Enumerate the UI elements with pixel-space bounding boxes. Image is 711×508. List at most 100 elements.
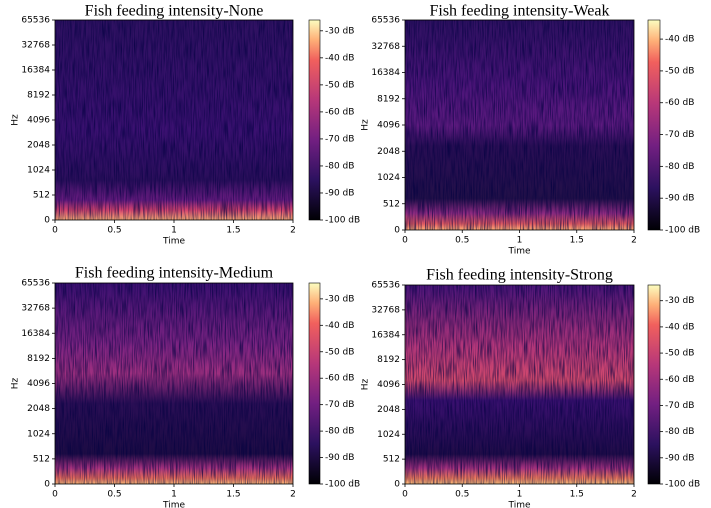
colorbar-tick-label: -90 dB: [665, 194, 694, 204]
y-tick-label: 512: [383, 199, 400, 209]
colorbar-tick-label: -100 dB: [665, 480, 700, 490]
colorbar-tick-label: -100 dB: [665, 226, 700, 236]
colorbar-tick-label: -70 dB: [665, 130, 694, 140]
colorbar-tick-label: -60 dB: [665, 98, 694, 108]
x-tick-label: 2: [631, 490, 637, 500]
x-tick-label: 1.5: [226, 226, 240, 236]
y-tick-label: 2048: [27, 404, 50, 414]
spectrogram-texture: [55, 20, 293, 220]
colorbar-tick-label: -50 dB: [325, 80, 354, 90]
colorbar-tick-label: -60 dB: [665, 375, 694, 385]
colorbar-tick-label: -80 dB: [665, 162, 694, 172]
x-tick-label: 2: [290, 226, 296, 236]
x-tick-label: 1: [517, 236, 523, 246]
y-tick-label: 32768: [21, 41, 50, 51]
x-tick-label: 0.5: [107, 490, 121, 500]
spectrogram-texture: [55, 283, 293, 484]
colorbar: [647, 284, 661, 485]
y-tick-label: 16384: [21, 66, 50, 76]
colorbar-tick-label: -30 dB: [325, 294, 354, 304]
x-tick-label: 0.5: [107, 226, 121, 236]
x-tick-label: 1.5: [226, 490, 240, 500]
colorbar-tick-label: -70 dB: [325, 400, 354, 410]
x-tick-label: 0: [402, 490, 408, 500]
y-tick-label: 65536: [21, 16, 50, 26]
colorbar-tick-label: -70 dB: [665, 401, 694, 411]
y-tick-label: 65536: [371, 281, 400, 291]
colorbar-tick-label: -40 dB: [325, 321, 354, 331]
y-tick-label: 0: [394, 480, 400, 490]
y-tick-label: 8192: [377, 94, 400, 104]
y-tick-label: 65536: [371, 16, 400, 26]
y-tick-label: 2048: [27, 141, 50, 151]
y-tick-label: 512: [33, 191, 50, 201]
x-tick-label: 1: [171, 226, 177, 236]
y-tick-label: 8192: [27, 354, 50, 364]
colorbar-tick-label: -60 dB: [325, 107, 354, 117]
colorbar-tick-label: -80 dB: [325, 161, 354, 171]
y-tick-label: 512: [33, 454, 50, 464]
colorbar-tick-label: -80 dB: [325, 427, 354, 437]
x-tick-label: 0: [52, 490, 58, 500]
y-tick-label: 32768: [371, 42, 400, 52]
y-tick-label: 4096: [27, 116, 50, 126]
y-tick-label: 4096: [27, 379, 50, 389]
colorbar-tick-label: -100 dB: [325, 480, 360, 490]
colorbar-tick-label: -30 dB: [325, 26, 354, 36]
y-tick-label: 1024: [377, 430, 400, 440]
colorbar: [308, 19, 321, 221]
colorbar-tick-label: -60 dB: [325, 374, 354, 384]
y-tick-label: 0: [44, 216, 50, 226]
spectrogram-texture: [405, 285, 634, 484]
y-axis-label: Hz: [361, 119, 371, 131]
colorbar-tick-label: -50 dB: [665, 349, 694, 359]
x-axis-label: Time: [507, 501, 530, 508]
colorbar-tick-label: -50 dB: [665, 66, 694, 76]
y-tick-label: 16384: [371, 68, 400, 78]
x-axis-label: Time: [507, 247, 530, 257]
colorbar-tick-label: -80 dB: [665, 427, 694, 437]
colorbar-tick-label: -70 dB: [325, 134, 354, 144]
y-tick-label: 32768: [371, 305, 400, 315]
y-tick-label: 65536: [21, 279, 50, 289]
x-tick-label: 1: [517, 490, 523, 500]
colorbar-tick-label: -90 dB: [325, 453, 354, 463]
y-axis-label: Hz: [11, 114, 21, 126]
y-tick-label: 32768: [21, 304, 50, 314]
colorbar: [308, 282, 321, 485]
colorbar-tick-label: -40 dB: [665, 322, 694, 332]
x-axis-label: Time: [162, 237, 185, 247]
panel-title: Fish feeding intensity-None: [85, 3, 264, 20]
colorbar-tick-label: -90 dB: [665, 453, 694, 463]
y-tick-label: 1024: [377, 173, 400, 183]
y-axis-label: Hz: [11, 377, 21, 389]
x-axis-label: Time: [162, 501, 185, 508]
spectrogram-texture: [405, 20, 634, 230]
y-tick-label: 512: [383, 455, 400, 465]
panel-title: Fish feeding intensity-Weak: [429, 3, 609, 20]
colorbar-tick-label: -90 dB: [325, 188, 354, 198]
y-tick-label: 8192: [377, 355, 400, 365]
colorbar-tick-label: -40 dB: [325, 53, 354, 63]
y-tick-label: 0: [44, 480, 50, 490]
x-tick-label: 2: [290, 490, 296, 500]
colorbar: [647, 19, 661, 231]
x-tick-label: 0: [52, 226, 58, 236]
y-tick-label: 0: [394, 226, 400, 236]
colorbar-tick-label: -50 dB: [325, 347, 354, 357]
x-tick-label: 0.5: [455, 490, 469, 500]
y-tick-label: 1024: [27, 166, 50, 176]
panel-title: Fish feeding intensity-Strong: [426, 267, 613, 284]
x-tick-label: 1: [171, 490, 177, 500]
x-tick-label: 0.5: [455, 236, 469, 246]
x-tick-label: 1.5: [570, 236, 584, 246]
panel-title: Fish feeding intensity-Medium: [75, 265, 274, 282]
colorbar-tick-label: -30 dB: [665, 296, 694, 306]
x-tick-label: 2: [631, 236, 637, 246]
x-tick-label: 1.5: [570, 490, 584, 500]
y-tick-label: 2048: [377, 147, 400, 157]
colorbar-tick-label: -100 dB: [325, 216, 360, 226]
y-tick-label: 2048: [377, 405, 400, 415]
y-tick-label: 4096: [377, 121, 400, 131]
